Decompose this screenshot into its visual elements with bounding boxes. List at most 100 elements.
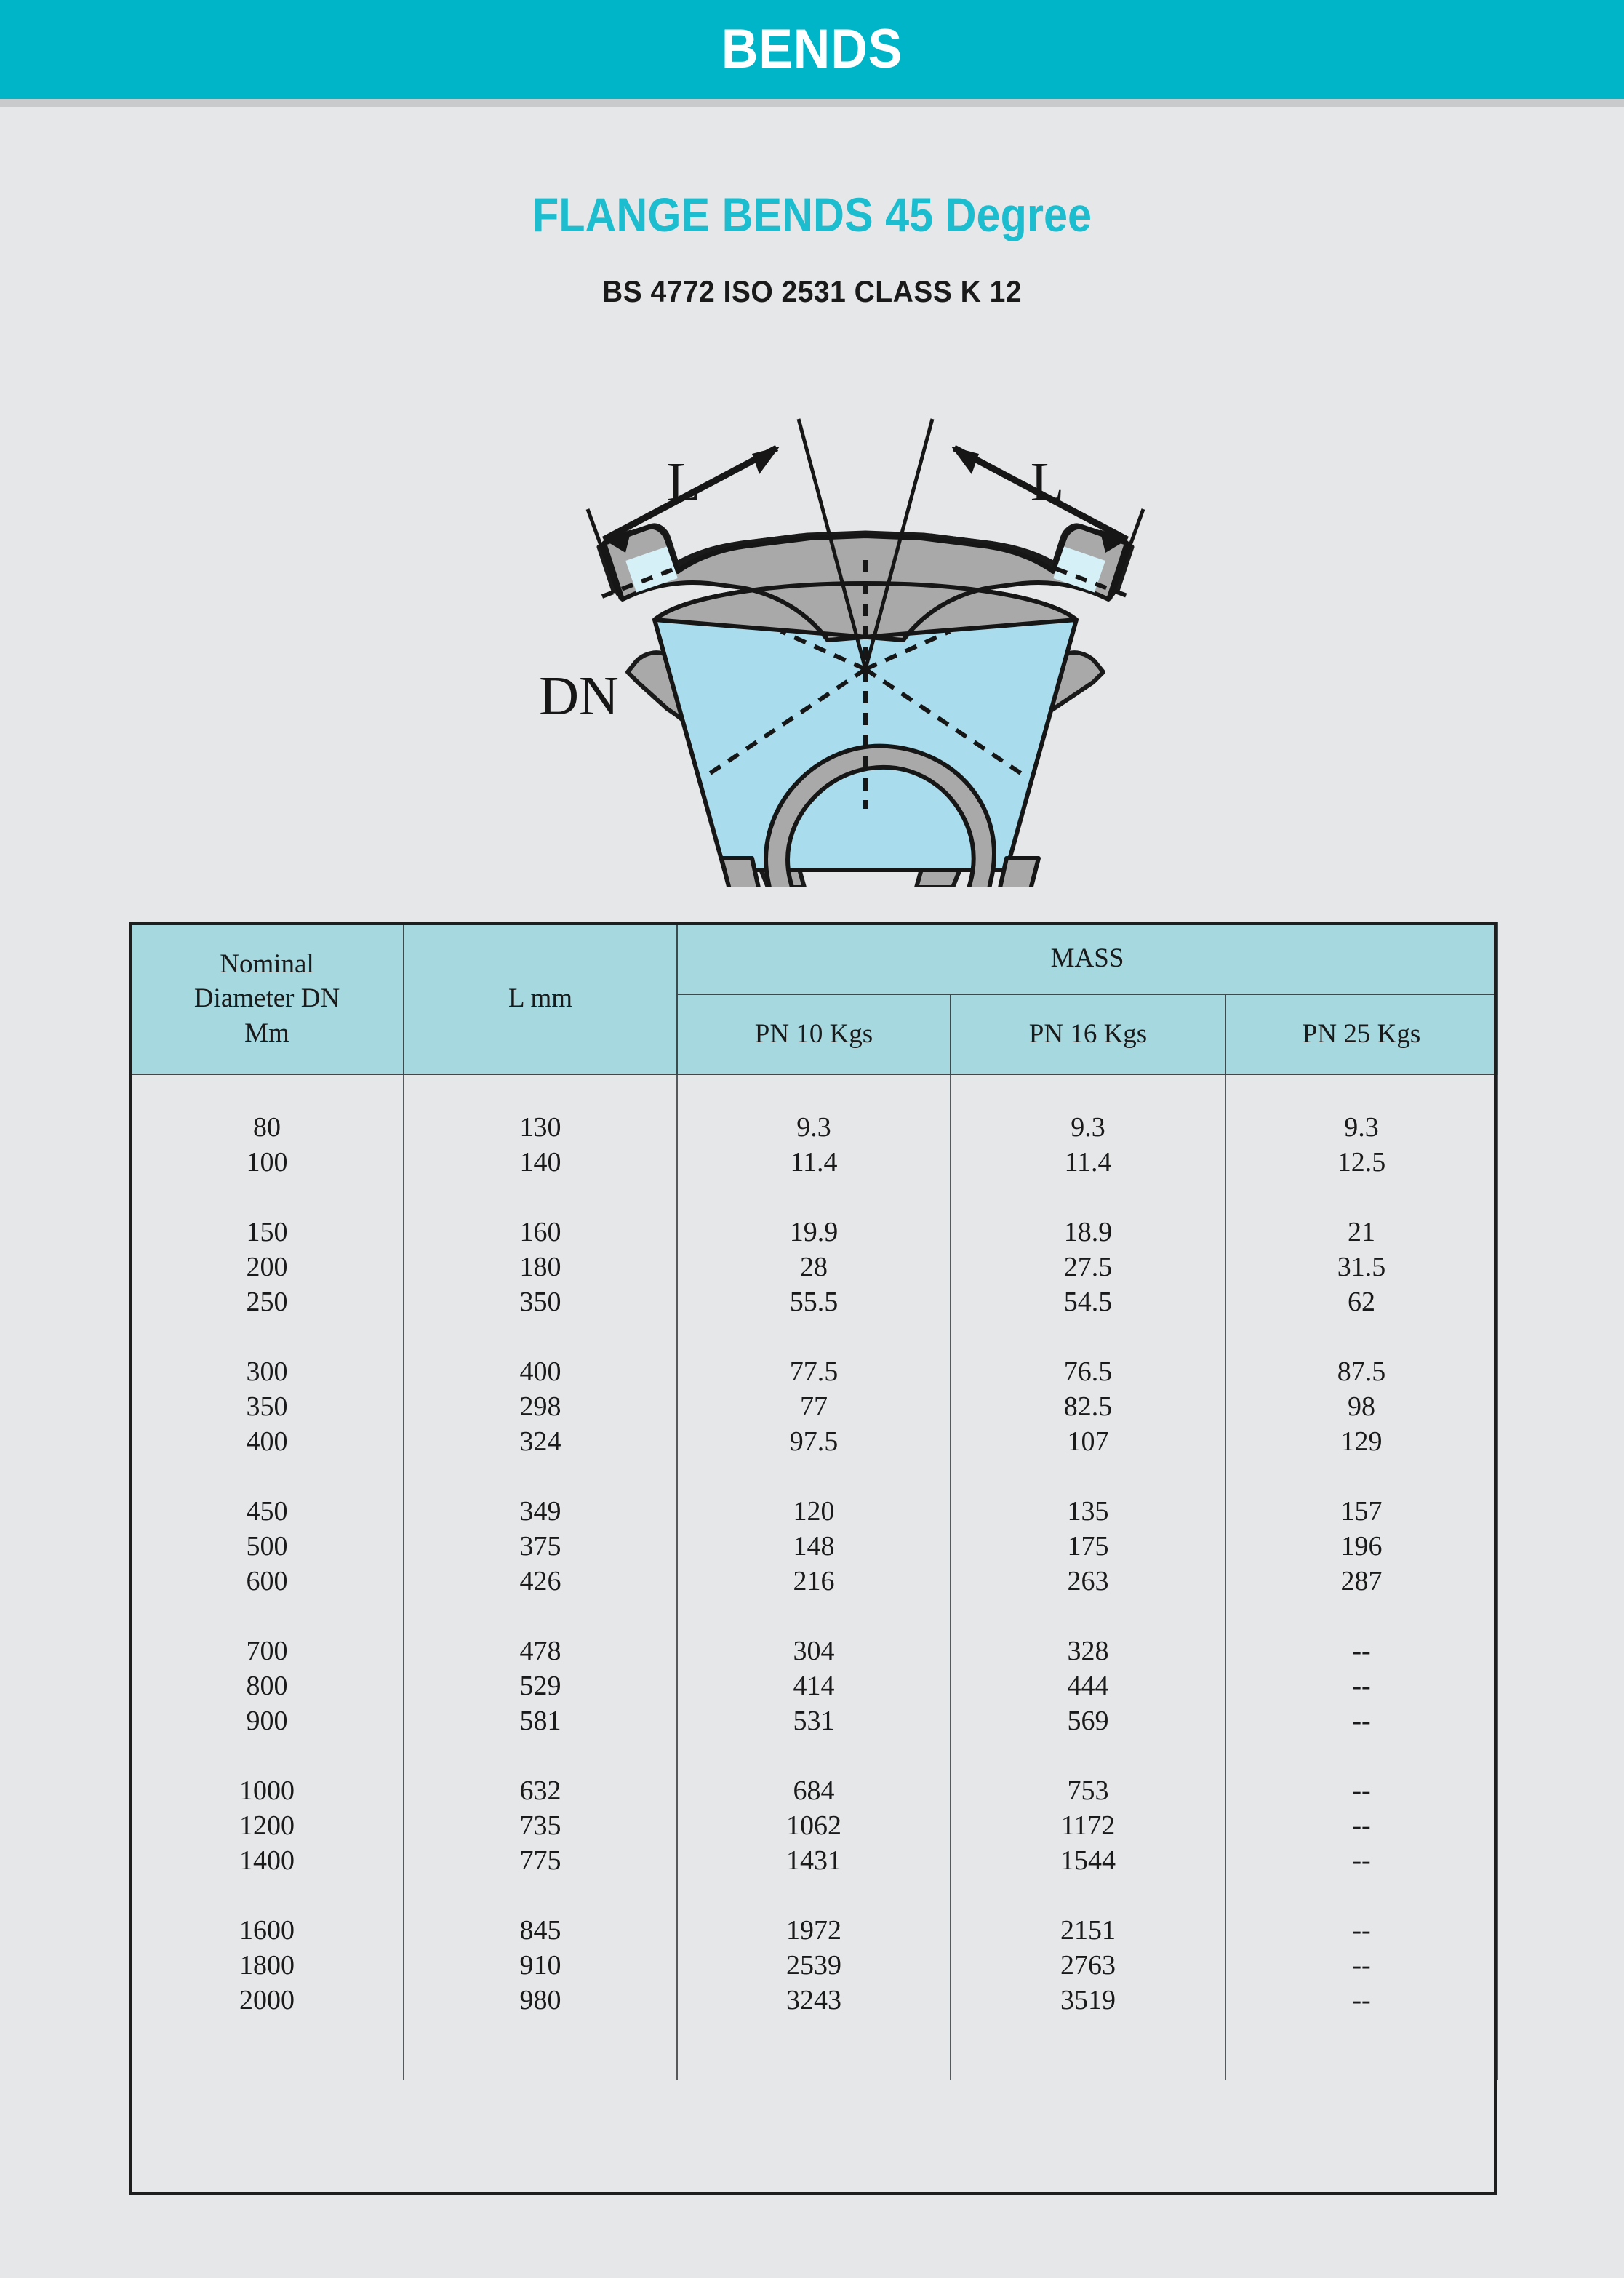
banner-title: BENDS: [721, 18, 903, 80]
cell-nominal-diameter: 450: [129, 1494, 404, 1529]
spacer-cell: [1224, 1180, 1499, 1215]
cell-pn25: 12.5: [1224, 1145, 1499, 1180]
cell-pn10: 120: [676, 1494, 951, 1529]
cell-pn16: 444: [950, 1668, 1226, 1703]
table-spacer-row: [129, 1074, 1499, 1110]
cell-pn25: 98: [1224, 1389, 1499, 1424]
cell-pn10: 77.5: [676, 1354, 951, 1389]
table-spacer-row: [129, 2018, 1499, 2080]
cell-pn16: 107: [950, 1424, 1226, 1459]
cell-pn25: --: [1224, 1983, 1499, 2018]
table-row: 500 375 148 175 196: [129, 1529, 1499, 1564]
table-group-gap-row: [129, 1459, 1499, 1494]
apex-reference-lines: [796, 418, 935, 670]
table-row: 600 426 216 263 287: [129, 1564, 1499, 1599]
cell-pn25: --: [1224, 1668, 1499, 1703]
col-header-nominal-diameter-line3: Mm: [244, 1018, 289, 1048]
cell-pn10: 531: [676, 1703, 951, 1738]
spacer-cell: [676, 1878, 951, 1913]
cell-nominal-diameter: 2000: [129, 1983, 404, 2018]
cell-length: 180: [403, 1250, 678, 1284]
cell-nominal-diameter: 400: [129, 1424, 404, 1459]
cell-nominal-diameter: 500: [129, 1529, 404, 1564]
spacer-cell: [403, 1459, 678, 1494]
cell-length: 910: [403, 1948, 678, 1983]
cell-nominal-diameter: 100: [129, 1145, 404, 1180]
table-row: 100 140 11.4 11.4 12.5: [129, 1145, 1499, 1180]
cell-pn25: 129: [1224, 1424, 1499, 1459]
spacer-cell: [950, 1074, 1226, 1110]
cell-pn16: 9.3: [950, 1110, 1226, 1145]
cell-pn25: --: [1224, 1843, 1499, 1878]
spacer-cell: [403, 1319, 678, 1354]
cell-pn10: 19.9: [676, 1215, 951, 1250]
spacer-cell: [1224, 1074, 1499, 1110]
table-row: 80 130 9.3 9.3 9.3: [129, 1110, 1499, 1145]
table-group-gap-row: [129, 1738, 1499, 1773]
cell-pn16: 263: [950, 1564, 1226, 1599]
spacer-cell: [950, 1878, 1226, 1913]
col-header-length: L mm: [403, 922, 678, 1075]
cell-pn25: 157: [1224, 1494, 1499, 1529]
spacer-cell: [403, 1738, 678, 1773]
spacer-cell: [950, 1319, 1226, 1354]
spacer-cell: [1224, 2018, 1499, 2080]
cell-pn16: 2763: [950, 1948, 1226, 1983]
cell-nominal-diameter: 250: [129, 1284, 404, 1319]
cell-pn16: 1172: [950, 1808, 1226, 1843]
col-header-mass: MASS: [676, 922, 1499, 995]
cell-pn10: 2539: [676, 1948, 951, 1983]
spacer-cell: [676, 1180, 951, 1215]
spacer-cell: [676, 1738, 951, 1773]
col-header-pn25: PN 25 Kgs: [1224, 994, 1499, 1075]
cell-pn10: 684: [676, 1773, 951, 1808]
cell-pn16: 135: [950, 1494, 1226, 1529]
spacer-cell: [129, 1878, 404, 1913]
table-row: 200 180 28 27.5 31.5: [129, 1250, 1499, 1284]
cell-nominal-diameter: 900: [129, 1703, 404, 1738]
col-header-nominal-diameter: Nominal Diameter DN Mm: [129, 922, 404, 1075]
table-row: 450 349 120 135 157: [129, 1494, 1499, 1529]
dimension-label-l-right: L: [1031, 452, 1064, 513]
spacer-cell: [950, 1180, 1226, 1215]
cell-pn16: 1544: [950, 1843, 1226, 1878]
cell-pn16: 54.5: [950, 1284, 1226, 1319]
spacer-cell: [403, 1180, 678, 1215]
table-group-gap-row: [129, 1599, 1499, 1634]
table-row: 900 581 531 569 --: [129, 1703, 1499, 1738]
cell-length: 845: [403, 1913, 678, 1948]
specification-table: Nominal Diameter DN Mm L mm MASS PN 10 K…: [129, 922, 1499, 2080]
cell-pn10: 97.5: [676, 1424, 951, 1459]
cell-pn10: 1431: [676, 1843, 951, 1878]
cell-nominal-diameter: 200: [129, 1250, 404, 1284]
table-header-row-1: Nominal Diameter DN Mm L mm MASS: [129, 922, 1499, 1075]
page-title: FLANGE BENDS 45 Degree: [532, 188, 1092, 241]
cell-pn16: 175: [950, 1529, 1226, 1564]
cell-pn10: 28: [676, 1250, 951, 1284]
table-header-row-2: PN 10 Kgs PN 16 Kgs PN 25 Kgs: [130, 994, 1499, 1075]
table-body: 80 130 9.3 9.3 9.3 100 140 11.4 11.4 12.5 150 160 1…: [129, 1074, 1499, 2080]
spacer-cell: [1224, 1459, 1499, 1494]
spacer-cell: [950, 1599, 1226, 1634]
spacer-cell: [950, 2018, 1226, 2080]
cell-pn10: 11.4: [676, 1145, 951, 1180]
cell-pn16: 11.4: [950, 1145, 1226, 1180]
cell-pn10: 3243: [676, 1983, 951, 2018]
spacer-cell: [676, 1599, 951, 1634]
cell-length: 735: [403, 1808, 678, 1843]
cell-nominal-diameter: 700: [129, 1634, 404, 1668]
cell-pn16: 569: [950, 1703, 1226, 1738]
cell-length: 980: [403, 1983, 678, 2018]
table-head: Nominal Diameter DN Mm L mm MASS PN 10 K…: [129, 922, 1499, 1075]
cell-length: 775: [403, 1843, 678, 1878]
flange-bend-diagram: L L DN: [509, 378, 1164, 887]
cell-pn25: 9.3: [1224, 1110, 1499, 1145]
spacer-cell: [403, 2018, 678, 2080]
table-row: 300 400 77.5 76.5 87.5: [129, 1354, 1499, 1389]
cell-pn25: 62: [1224, 1284, 1499, 1319]
cell-length: 324: [403, 1424, 678, 1459]
spacer-cell: [129, 1738, 404, 1773]
cell-pn25: 31.5: [1224, 1250, 1499, 1284]
spacer-cell: [950, 1738, 1226, 1773]
spacer-cell: [1224, 1599, 1499, 1634]
